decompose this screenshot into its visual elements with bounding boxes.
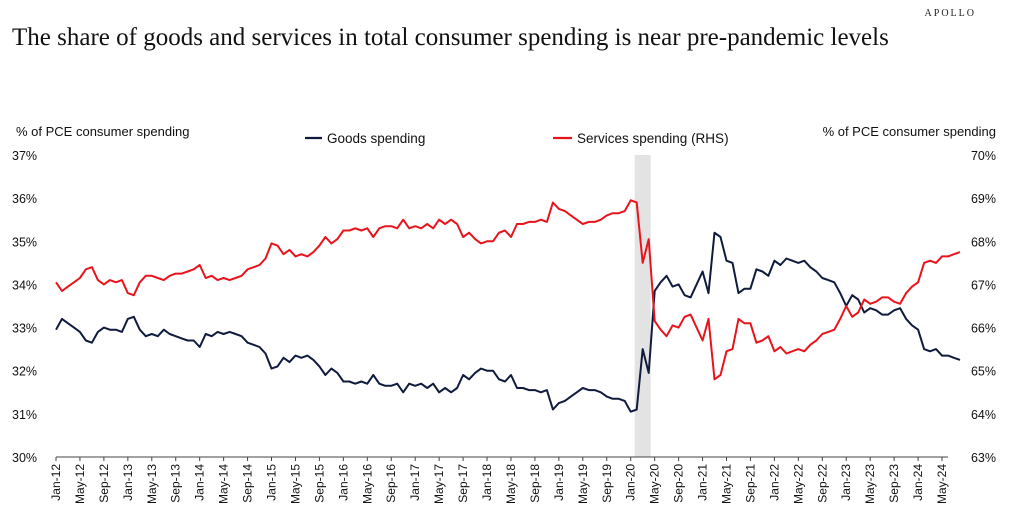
x-tick-label: Jan-18 <box>480 464 494 501</box>
right-axis-title: % of PCE consumer spending <box>823 124 996 139</box>
x-tick-label: Sep-17 <box>456 464 470 503</box>
x-tick-label: Jan-14 <box>193 464 207 501</box>
brand-logo: APOLLO <box>924 8 976 19</box>
right-y-tick-label: 66% <box>971 322 996 336</box>
left-y-axis: 30% 31% 32% 33% 34% 35% 36% 37% <box>12 149 37 465</box>
x-tick-label: May-17 <box>432 464 446 504</box>
x-tick-label: Jan-17 <box>408 464 422 501</box>
right-y-tick-label: 69% <box>971 192 996 206</box>
x-tick-label: Sep-15 <box>312 464 326 503</box>
x-tick-label: Jan-16 <box>336 464 350 501</box>
x-tick-label: May-12 <box>73 464 87 504</box>
x-tick-label: Jan-24 <box>911 464 925 501</box>
x-tick-label: May-13 <box>145 464 159 504</box>
right-y-tick-label: 65% <box>971 365 996 379</box>
chart-title: The share of goods and services in total… <box>12 24 889 51</box>
right-y-tick-label: 70% <box>971 149 996 163</box>
x-tick-label: May-18 <box>504 464 518 504</box>
left-y-tick-label: 37% <box>12 149 37 163</box>
left-y-tick-label: 34% <box>12 278 37 292</box>
x-tick-label: Sep-22 <box>815 464 829 503</box>
x-tick-label: Jan-22 <box>767 464 781 501</box>
x-axis: Jan-12 May-12 Sep-12 Jan-13 May-13 Sep-13 Jan-… <box>49 456 949 504</box>
left-y-tick-label: 31% <box>12 408 37 422</box>
x-tick-label: Jan-19 <box>552 464 566 501</box>
pandemic-shaded-region <box>634 155 651 457</box>
x-tick-label: Jan-23 <box>839 464 853 501</box>
x-tick-label: May-20 <box>648 464 662 504</box>
legend: Goods spending Services spending (RHS) <box>305 131 729 146</box>
x-tick-label: Sep-21 <box>743 464 757 503</box>
right-y-tick-label: 64% <box>971 408 996 422</box>
x-tick-label: May-21 <box>719 464 733 504</box>
x-tick-label: Sep-14 <box>241 464 255 503</box>
x-tick-label: Jan-13 <box>121 464 135 501</box>
x-tick-label: May-15 <box>288 464 302 504</box>
x-tick-label: May-24 <box>935 464 949 504</box>
x-tick-label: Jan-21 <box>696 464 710 501</box>
x-tick-label: Sep-16 <box>384 464 398 503</box>
x-tick-label: Sep-18 <box>528 464 542 503</box>
x-tick-label: Sep-19 <box>600 464 614 503</box>
x-tick-label: May-14 <box>217 464 231 504</box>
x-tick-label: May-22 <box>791 464 805 504</box>
services-spending-line <box>55 199 961 381</box>
left-y-tick-label: 33% <box>12 322 37 336</box>
goods-spending-line <box>55 231 961 413</box>
x-tick-label: Jan-12 <box>49 464 63 501</box>
x-tick-label: Sep-12 <box>97 464 111 503</box>
x-tick-label: Sep-13 <box>169 464 183 503</box>
legend-goods-label: Goods spending <box>327 131 425 146</box>
x-tick-label: Sep-20 <box>672 464 686 503</box>
left-axis-title: % of PCE consumer spending <box>16 124 189 139</box>
right-y-tick-label: 63% <box>971 451 996 465</box>
left-y-tick-label: 36% <box>12 192 37 206</box>
right-y-axis: 63% 64% 65% 66% 67% 68% 69% 70% <box>971 149 996 465</box>
left-y-tick-label: 32% <box>12 365 37 379</box>
x-tick-label: Jan-15 <box>265 464 279 501</box>
x-tick-label: May-16 <box>360 464 374 504</box>
x-tick-label: Jan-20 <box>624 464 638 501</box>
right-y-tick-label: 68% <box>971 235 996 249</box>
x-tick-label: Sep-23 <box>887 464 901 503</box>
legend-services-label: Services spending (RHS) <box>577 131 729 146</box>
right-y-tick-label: 67% <box>971 278 996 292</box>
x-tick-label: May-23 <box>863 464 877 504</box>
x-tick-label: May-19 <box>576 464 590 504</box>
left-y-tick-label: 35% <box>12 235 37 249</box>
left-y-tick-label: 30% <box>12 451 37 465</box>
